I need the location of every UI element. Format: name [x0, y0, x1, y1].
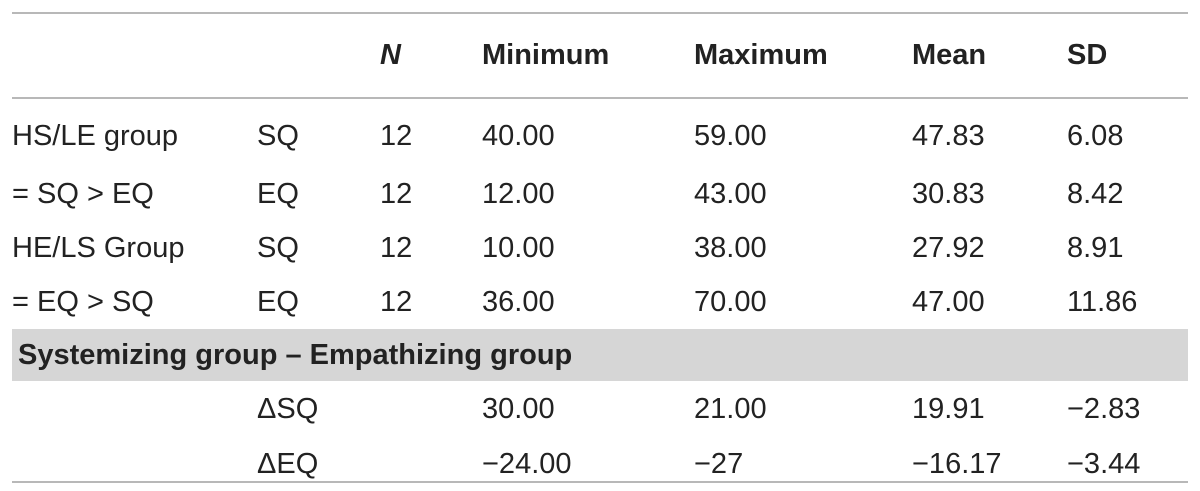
row-sd: 11.86	[1067, 285, 1138, 318]
header-n: N	[380, 39, 401, 71]
header-var	[257, 14, 380, 97]
row-n: 12	[380, 177, 413, 210]
row-label	[12, 381, 257, 437]
header-rule	[12, 97, 1188, 99]
table-row: = EQ > SQ EQ 12 36.00 70.00 47.00 11.86	[12, 275, 1188, 329]
row-mean: −16.17	[912, 447, 1002, 480]
table-header-row: N Minimum Maximum Mean SD	[12, 14, 1188, 97]
row-minimum: 10.00	[482, 231, 555, 264]
row-maximum: 70.00	[694, 285, 767, 318]
descriptive-statistics-table: N Minimum Maximum Mean SD HS/LE group SQ…	[12, 14, 1188, 491]
top-rule	[12, 12, 1188, 14]
header-minimum: Minimum	[482, 39, 610, 71]
row-variable: EQ	[257, 177, 299, 210]
row-minimum: 30.00	[482, 392, 555, 425]
row-sd: −2.83	[1067, 392, 1141, 425]
header-mean: Mean	[912, 39, 987, 71]
row-minimum: 12.00	[482, 177, 555, 210]
row-n: 12	[380, 119, 413, 152]
row-sd: 6.08	[1067, 119, 1124, 152]
row-maximum: 38.00	[694, 231, 767, 264]
header-label	[12, 14, 257, 97]
row-variable: SQ	[257, 119, 299, 152]
row-n	[380, 381, 482, 437]
section-title: Systemizing group – Empathizing group	[12, 329, 1188, 381]
table-row: ΔSQ 30.00 21.00 19.91 −2.83	[12, 381, 1188, 437]
row-label: HS/LE group	[12, 119, 179, 152]
row-mean: 47.00	[912, 285, 985, 318]
row-n: 12	[380, 231, 413, 264]
row-maximum: −27	[694, 447, 744, 480]
header-sd: SD	[1067, 39, 1108, 71]
row-n	[380, 437, 482, 491]
header-maximum: Maximum	[694, 39, 828, 71]
table-row: ΔEQ −24.00 −27 −16.17 −3.44	[12, 437, 1188, 491]
row-sd: 8.91	[1067, 231, 1124, 264]
row-label: = EQ > SQ	[12, 285, 154, 318]
row-maximum: 43.00	[694, 177, 767, 210]
bottom-rule	[12, 481, 1188, 483]
row-label	[12, 437, 257, 491]
row-mean: 27.92	[912, 231, 985, 264]
row-n: 12	[380, 285, 413, 318]
table-row: = SQ > EQ EQ 12 12.00 43.00 30.83 8.42	[12, 167, 1188, 221]
row-minimum: 36.00	[482, 285, 555, 318]
row-mean: 47.83	[912, 119, 985, 152]
row-variable: SQ	[257, 231, 299, 264]
table-row: HS/LE group SQ 12 40.00 59.00 47.83 6.08	[12, 97, 1188, 167]
row-mean: 19.91	[912, 392, 985, 425]
row-minimum: −24.00	[482, 447, 572, 480]
row-minimum: 40.00	[482, 119, 555, 152]
row-maximum: 21.00	[694, 392, 767, 425]
row-variable: EQ	[257, 285, 299, 318]
row-sd: −3.44	[1067, 447, 1141, 480]
row-label: = SQ > EQ	[12, 177, 154, 210]
row-variable: ΔEQ	[257, 447, 319, 480]
row-sd: 8.42	[1067, 177, 1124, 210]
row-mean: 30.83	[912, 177, 985, 210]
row-label: HE/LS Group	[12, 231, 185, 264]
row-maximum: 59.00	[694, 119, 767, 152]
section-header-row: Systemizing group – Empathizing group	[12, 329, 1188, 381]
row-variable: ΔSQ	[257, 392, 319, 425]
table-row: HE/LS Group SQ 12 10.00 38.00 27.92 8.91	[12, 221, 1188, 275]
